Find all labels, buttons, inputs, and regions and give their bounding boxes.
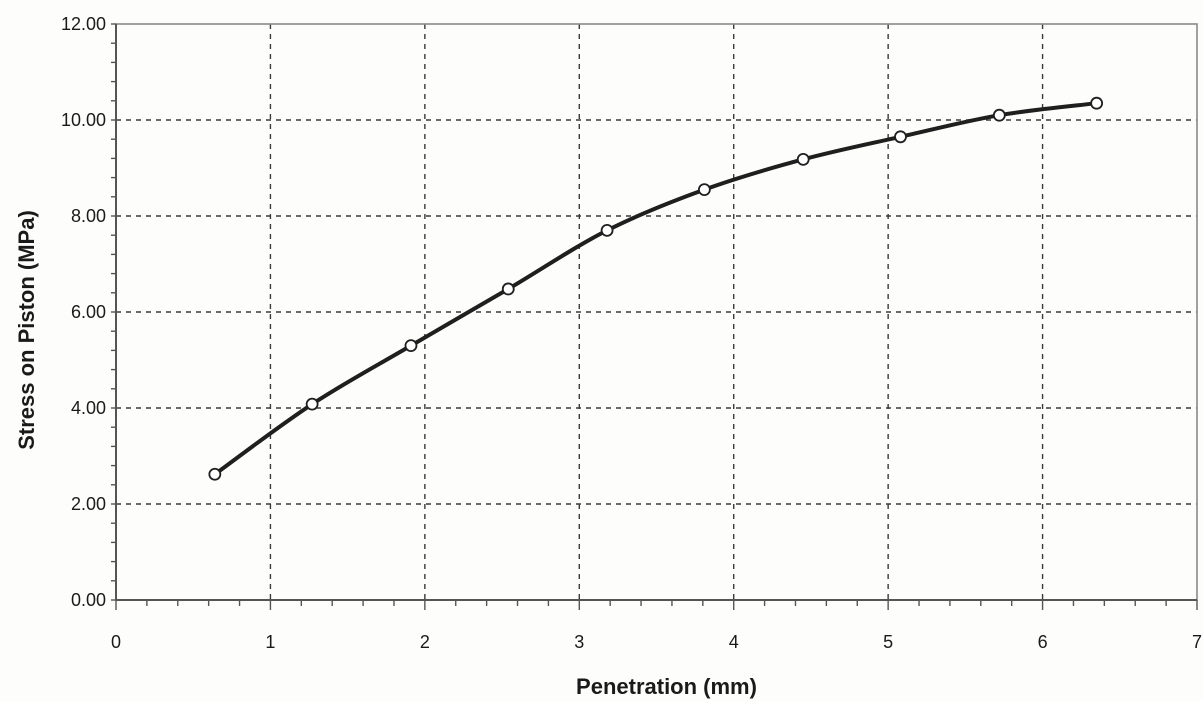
data-point	[305, 397, 319, 411]
series-layer	[208, 96, 1104, 481]
series-line-0	[212, 101, 1099, 477]
x-tick-label: 0	[111, 632, 121, 652]
data-point	[600, 223, 614, 237]
data-point	[992, 108, 1006, 122]
tick-labels: 0.00 2.00 4.00 6.00 8.00 10.00 12.00 0 1 2 3 4 5 6 7	[61, 14, 1202, 652]
y-tick-label: 8.00	[71, 206, 106, 226]
y-tick-label: 2.00	[71, 494, 106, 514]
data-point	[697, 183, 711, 197]
data-point	[208, 467, 222, 481]
x-tick-label: 1	[265, 632, 275, 652]
y-tick-label: 12.00	[61, 14, 106, 34]
grid-lines	[116, 24, 1197, 600]
data-point	[894, 130, 907, 144]
data-point	[501, 282, 515, 296]
x-tick-label: 5	[883, 632, 893, 652]
data-point	[1090, 96, 1104, 110]
x-axis-title: Penetration (mm)	[576, 674, 757, 699]
data-point	[796, 152, 810, 166]
x-tick-label: 7	[1192, 632, 1202, 652]
data-point	[404, 339, 418, 353]
y-axis-title: Stress on Piston (MPa)	[14, 210, 39, 450]
y-tick-label: 6.00	[71, 302, 106, 322]
x-tick-label: 2	[420, 632, 430, 652]
y-tick-label: 4.00	[71, 398, 106, 418]
x-tick-label: 4	[729, 632, 739, 652]
axes	[111, 23, 1198, 610]
y-tick-label: 10.00	[61, 110, 106, 130]
x-tick-label: 3	[574, 632, 584, 652]
x-tick-label: 6	[1038, 632, 1048, 652]
y-tick-label: 0.00	[71, 590, 106, 610]
